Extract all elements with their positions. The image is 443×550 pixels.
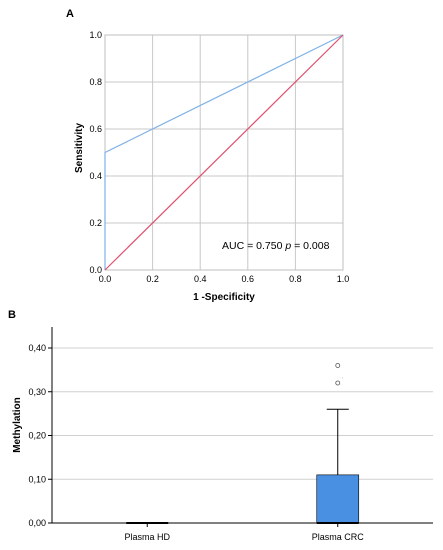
box-category-label: Plasma CRC bbox=[312, 532, 365, 542]
box-y-tick-label: 0,20 bbox=[28, 431, 46, 441]
box-category-label: Plasma HD bbox=[124, 532, 170, 542]
roc-curve bbox=[104, 34, 344, 270]
box-y-axis-title: Methylation bbox=[12, 397, 23, 453]
roc-y-tick-label: 0.8 bbox=[89, 77, 102, 87]
box-y-tick-label: 0,40 bbox=[28, 343, 46, 353]
roc-y-tick-label: 0.4 bbox=[89, 171, 102, 181]
roc-y-tick-label: 1.0 bbox=[89, 30, 102, 40]
roc-x-tick-label: 0.8 bbox=[289, 274, 302, 284]
p-value: = 0.008 bbox=[291, 240, 329, 252]
box-marks: ˈ bbox=[126, 363, 360, 524]
box-grid bbox=[52, 347, 433, 524]
roc-x-ticks: 0.0 0.2 0.4 0.6 0.8 1.0 bbox=[99, 274, 350, 284]
box-y-ticks: 0,00 0,10 0,20 0,30 0,40 bbox=[28, 343, 52, 528]
roc-y-axis-title: Sensitivity bbox=[74, 123, 85, 173]
roc-x-axis-title: 1 -Specificity bbox=[193, 292, 255, 303]
outlier-point bbox=[335, 380, 341, 386]
panel-a-label: A bbox=[66, 8, 74, 20]
roc-annotation: AUC = 0.750 p = 0.008 bbox=[222, 240, 330, 252]
roc-y-ticks: 0.0 0.2 0.4 0.6 0.8 1.0 bbox=[89, 30, 102, 275]
roc-y-tick-label: 0.6 bbox=[89, 124, 102, 134]
roc-series bbox=[104, 34, 344, 271]
panel-b-label: B bbox=[8, 309, 16, 321]
auc-text: AUC = 0.750 bbox=[222, 240, 285, 252]
reference-line bbox=[104, 34, 344, 271]
outlier-label: ˈ bbox=[342, 378, 344, 384]
roc-x-tick-label: 0.4 bbox=[194, 274, 207, 284]
box bbox=[316, 474, 360, 524]
roc-x-tick-label: 0.0 bbox=[99, 274, 112, 284]
box-y-tick-label: 0,30 bbox=[28, 387, 46, 397]
roc-x-tick-label: 0.6 bbox=[242, 274, 255, 284]
box-y-tick-label: 0,10 bbox=[28, 474, 46, 484]
outlier-point bbox=[335, 363, 341, 368]
box-x-ticks: Plasma HD Plasma CRC bbox=[124, 523, 364, 542]
roc-y-tick-label: 0.2 bbox=[89, 218, 102, 228]
roc-panel: A 0.0 0.2 0.4 0.6 0.8 1.0 0.00.20.40.60.81.0 … bbox=[66, 8, 349, 303]
roc-y-tick-label: 0.0 bbox=[89, 265, 102, 275]
box-panel: B 0,000,100,200,300,40 ˈ Plasma HD Plasma… bbox=[8, 309, 433, 542]
roc-x-tick-label: 0.2 bbox=[146, 274, 159, 284]
p-label: p bbox=[284, 240, 291, 252]
roc-x-tick-label: 1.0 bbox=[337, 274, 350, 284]
box-y-tick-label: 0,00 bbox=[28, 518, 46, 528]
